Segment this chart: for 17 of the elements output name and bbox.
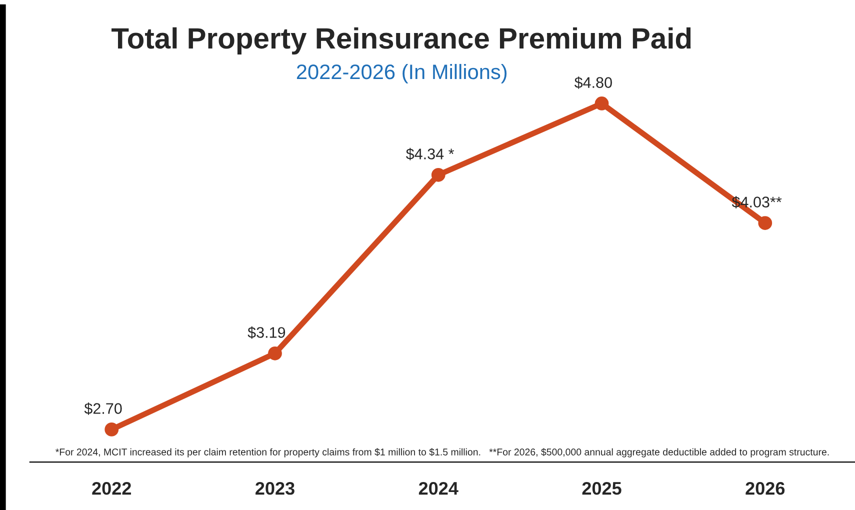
data-label: $3.19 [248, 326, 286, 339]
x-tick-label: 2022 [92, 482, 131, 495]
point [758, 216, 772, 230]
text: *For 2024, MCIT increased its per claim retention for property claims from $1 million to $1.5 million. **For 2026, $500,000 annual aggregate deductible added to program structure. [56, 448, 829, 458]
chart-subtitle: 2022-2026 (In Millions) [296, 64, 507, 84]
x-tick-label: 2024 [418, 482, 458, 495]
x-tick-label: 2026 [746, 482, 785, 495]
data-label: $2.70 [84, 402, 122, 415]
point [104, 422, 119, 436]
x-tick-label: 2023 [256, 482, 294, 495]
point [431, 168, 446, 182]
data-label: $4.34 * [406, 148, 454, 160]
data-label: $4.80 [574, 76, 612, 89]
point [594, 96, 609, 110]
x-tick-label: 2025 [582, 482, 622, 495]
chart-title: Total Property Reinsurance Premium Paid [112, 27, 691, 54]
point [268, 346, 282, 360]
